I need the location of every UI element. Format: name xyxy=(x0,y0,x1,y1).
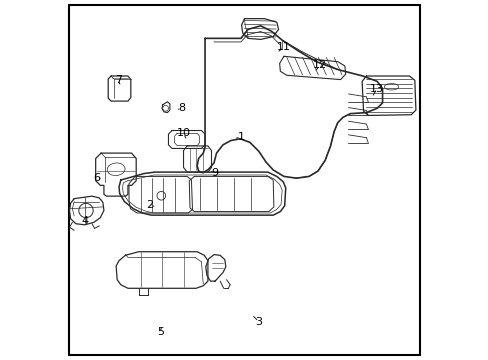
Text: 2: 2 xyxy=(145,200,153,210)
Text: 8: 8 xyxy=(178,103,185,113)
Text: 11: 11 xyxy=(276,42,290,52)
Text: 1: 1 xyxy=(237,132,244,142)
Text: 5: 5 xyxy=(157,327,163,337)
Text: 6: 6 xyxy=(93,173,100,183)
Text: 4: 4 xyxy=(81,216,88,226)
Text: 12: 12 xyxy=(312,60,326,70)
Text: 7: 7 xyxy=(115,75,122,85)
Text: 10: 10 xyxy=(176,129,190,138)
Text: 9: 9 xyxy=(211,168,218,178)
Text: 13: 13 xyxy=(369,84,384,94)
Text: 3: 3 xyxy=(255,317,262,327)
